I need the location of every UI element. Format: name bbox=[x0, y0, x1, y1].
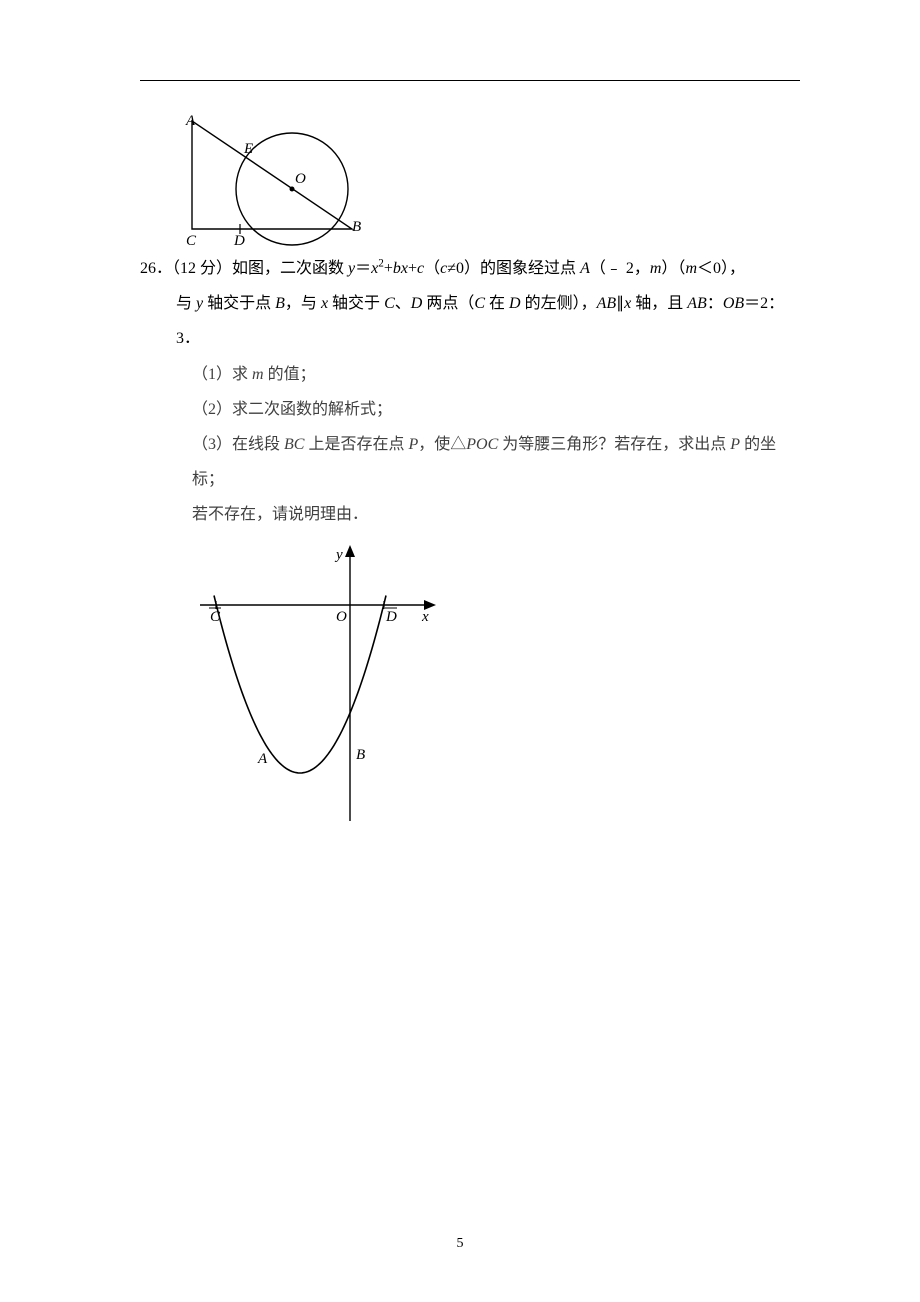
problem-line-2: 与 y 轴交于点 B，与 x 轴交于 C、D 两点（C 在 D 的左侧），AB∥… bbox=[140, 286, 800, 321]
label-a: A bbox=[257, 751, 268, 767]
label-a: A bbox=[185, 113, 196, 129]
label-o: O bbox=[295, 171, 306, 187]
subquestion-3a: （3）在线段 BC 上是否存在点 P，使△POC 为等腰三角形？若存在，求出点 … bbox=[140, 427, 800, 497]
label-b: B bbox=[356, 747, 365, 763]
center-dot bbox=[290, 187, 295, 192]
figure-1: A E O C D B bbox=[172, 111, 372, 251]
question-number: 26 bbox=[140, 260, 156, 277]
top-horizontal-rule bbox=[140, 80, 800, 81]
label-c: C bbox=[186, 233, 197, 249]
y-axis-arrow bbox=[345, 545, 355, 557]
label-d: D bbox=[233, 233, 245, 249]
label-o: O bbox=[336, 609, 347, 625]
label-x-axis: x bbox=[421, 609, 429, 625]
subquestion-3b: 若不存在，请说明理由． bbox=[140, 497, 800, 532]
label-e: E bbox=[243, 141, 253, 157]
problem-26: 26．（12 分）如图，二次函数 y＝x2+bx+c（c≠0）的图象经过点 A（… bbox=[140, 251, 800, 533]
problem-line-3: 3． bbox=[140, 321, 800, 356]
subquestion-2: （2）求二次函数的解析式； bbox=[140, 392, 800, 427]
figure-2: y x O C D A B bbox=[200, 541, 440, 821]
problem-line-1: 26．（12 分）如图，二次函数 y＝x2+bx+c（c≠0）的图象经过点 A（… bbox=[140, 251, 800, 286]
label-c: C bbox=[210, 609, 221, 625]
figure-1-container: A E O C D B bbox=[140, 111, 800, 251]
document-page: A E O C D B 26．（12 分）如图，二次函数 y＝x2+bx+c（c… bbox=[0, 0, 920, 1302]
label-b: B bbox=[352, 219, 361, 235]
subquestion-1: （1）求 m 的值； bbox=[140, 357, 800, 392]
page-number: 5 bbox=[0, 1236, 920, 1252]
figure-2-container: y x O C D A B bbox=[140, 541, 800, 821]
label-y-axis: y bbox=[334, 547, 343, 563]
label-d: D bbox=[385, 609, 397, 625]
